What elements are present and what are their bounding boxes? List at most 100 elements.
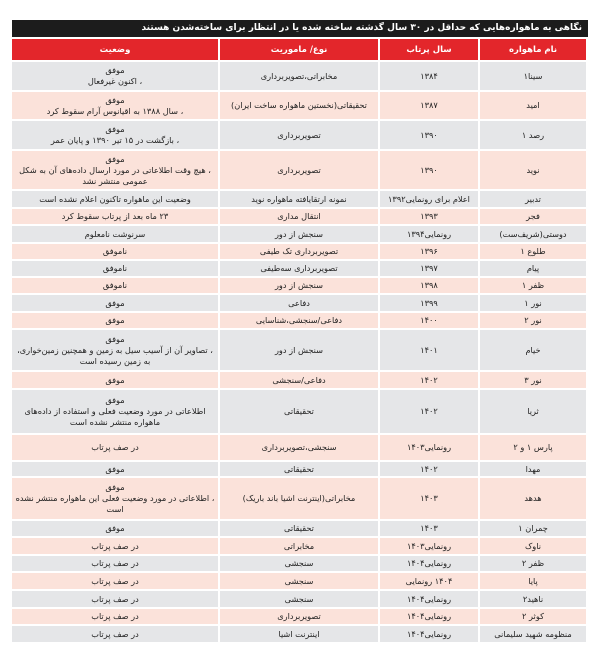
cell-year: ۱۴۰۲ [378,460,480,478]
cell-status: در صف پرتاب [10,554,220,573]
cell-year: ۱۳۹۷ [378,259,480,278]
cell-type: دفاعی/سنجشی،شناسایی [218,311,380,330]
cell-year: ۱۳۸۷ [378,90,480,121]
cell-status: در صف پرتاب [10,607,220,626]
cell-name: نور ۲ [478,311,588,330]
cell-status: موفق [10,293,220,313]
cell-type: تحقیقاتی [218,460,380,478]
cell-type: تصویربرداری [218,149,380,191]
table-row: امید ۱۳۸۷ تحقیقاتی(نخستین ماهواره ساخت ایر… [10,90,588,121]
cell-type: تحقیقاتی(نخستین ماهواره ساخت ایران) [218,90,380,121]
table-row: نور ۱ ۱۳۹۹ دفاعی موفق [10,293,588,313]
cell-year: ۱۳۹۳ [378,207,480,226]
cell-status: موفق ، سال ۱۳۸۸ به اقیانوس آرام سقوط کرد [10,90,220,121]
cell-type: سنجشی [218,589,380,609]
cell-name: ظفر ۲ [478,554,588,573]
table-row: نور ۲ ۱۴۰۰ دفاعی/سنجشی،شناسایی موفق [10,311,588,330]
cell-type: تصویربرداری سه‌طیفی [218,259,380,278]
table-row: مهدا ۱۴۰۲ تحقیقاتی موفق [10,460,588,478]
cell-name: هدهد [478,476,588,521]
table-row: ظفر ۲ رونمایی۱۴۰۴ سنجشی در صف پرتاب [10,554,588,573]
cell-year: ۱۴۰۳ [378,519,480,538]
table-row: ظفر ۱ ۱۳۹۸ سنجش از دور ناموفق [10,276,588,295]
cell-status: ناموفق [10,259,220,278]
cell-name: نوید [478,149,588,191]
table-row: دوستی(شریف‌ست) رونمایی۱۳۹۴ سنجش از دور سرنو… [10,224,588,244]
cell-name: پارس ۱ و ۲ [478,433,588,462]
cell-name: نور ۱ [478,293,588,313]
header-year: سال پرتاب [378,37,480,62]
table-row: تدبیر اعلام برای رونمایی۱۳۹۲ نمونه ارتقایا… [10,189,588,209]
cell-status: موفق ، اطلاعاتی در مورد وضعیت فعلی این م… [10,476,220,521]
cell-year: ۱۴۰۲ [378,388,480,435]
cell-name: سینا۱ [478,60,588,92]
cell-type: سنجش از دور [218,224,380,244]
table-row: نور ۳ ۱۴۰۲ دفاعی/سنجشی موفق [10,370,588,390]
cell-name: ناهید۲ [478,589,588,609]
cell-status: موفق اطلاعاتی در مورد وضعیت فعلی و استفا… [10,388,220,435]
cell-status: موفق [10,460,220,478]
cell-status: موفق ، هیچ وقت اطلاعاتی در مورد ارسال دا… [10,149,220,191]
cell-year: ۱۳۹۰ [378,119,480,151]
cell-status: موفق [10,519,220,538]
cell-year: رونمایی۱۴۰۴ [378,607,480,626]
cell-year: ۱۳۸۴ [378,60,480,92]
table-row: رصد ۱ ۱۳۹۰ تصویربرداری موفق ، بازگشت در ۱۵ … [10,119,588,151]
cell-name: رصد ۱ [478,119,588,151]
cell-name: نور ۳ [478,370,588,390]
cell-status: در صف پرتاب [10,589,220,609]
table-row: ثریا ۱۴۰۲ تحقیقاتی موفق اطلاعاتی در مورد وض… [10,388,588,435]
header-name: نام ماهواره [478,37,588,62]
cell-year: ۱۳۹۸ [378,276,480,295]
cell-type: سنجشی،تصویربرداری [218,433,380,462]
cell-name: طلوع ۱ [478,242,588,261]
cell-name: دوستی(شریف‌ست) [478,224,588,244]
cell-status: وضعیت این ماهواره تاکنون اعلام نشده است [10,189,220,209]
cell-year: ۱۴۰۴ رونمایی [378,571,480,591]
cell-type: مخابراتی(اینترنت اشیا باند باریک) [218,476,380,521]
cell-type: اینترنت اشیا [218,624,380,644]
table-row: طلوع ۱ ۱۳۹۶ تصویربرداری تک طیفی ناموفق [10,242,588,261]
table-row: سینا۱ ۱۳۸۴ مخابراتی،تصویربرداری موفق ، اکنو… [10,60,588,92]
cell-name: منظومه شهید سلیمانی [478,624,588,644]
cell-year: ۱۳۹۰ [378,149,480,191]
satellite-table-container: نگاهی به ماهواره‌هایی که حداقل در ۳۰ سال… [10,20,588,644]
cell-status: در صف پرتاب [10,571,220,591]
cell-status: در صف پرتاب [10,536,220,556]
cell-status: سرنوشت نامعلوم [10,224,220,244]
table-row: کوثر ۲ رونمایی۱۴۰۴ تصویربرداری در صف پرتاب [10,607,588,626]
cell-type: انتقال مداری [218,207,380,226]
cell-type: دفاعی [218,293,380,313]
cell-name: ثریا [478,388,588,435]
cell-type: تحقیقاتی [218,519,380,538]
cell-name: فجر [478,207,588,226]
cell-year: ۱۴۰۳ [378,476,480,521]
cell-type: سنجش از دور [218,328,380,372]
header-type: نوع/ ماموریت [218,37,380,62]
cell-year: ۱۳۹۹ [378,293,480,313]
cell-type: سنجش از دور [218,276,380,295]
table-row: نوید ۱۳۹۰ تصویربرداری موفق ، هیچ وقت اطلاعا… [10,149,588,191]
cell-status: در صف پرتاب [10,433,220,462]
cell-type: مخابراتی،تصویربرداری [218,60,380,92]
cell-type: سنجشی [218,554,380,573]
header-row: نام ماهواره سال پرتاب نوع/ ماموریت وضعیت [10,37,588,62]
cell-year: ۱۴۰۱ [378,328,480,372]
cell-status: ناموفق [10,242,220,261]
cell-status: در صف پرتاب [10,624,220,644]
cell-status: موفق [10,311,220,330]
table-title: نگاهی به ماهواره‌هایی که حداقل در ۳۰ سال… [12,20,588,37]
cell-status: ناموفق [10,276,220,295]
cell-name: پایا [478,571,588,591]
cell-year: ۱۴۰۰ [378,311,480,330]
cell-name: چمران ۱ [478,519,588,538]
cell-name: تدبیر [478,189,588,209]
cell-type: تحقیقاتی [218,388,380,435]
cell-year: رونمایی۱۳۹۴ [378,224,480,244]
cell-status: ۲۳ ماه بعد از پرتاب سقوط کرد [10,207,220,226]
cell-type: دفاعی/سنجشی [218,370,380,390]
cell-year: اعلام برای رونمایی۱۳۹۲ [378,189,480,209]
cell-name: ناوک [478,536,588,556]
cell-type: تصویربرداری [218,607,380,626]
table-row: خیام ۱۴۰۱ سنجش از دور موفق ، تصاویر آن از آ… [10,328,588,372]
